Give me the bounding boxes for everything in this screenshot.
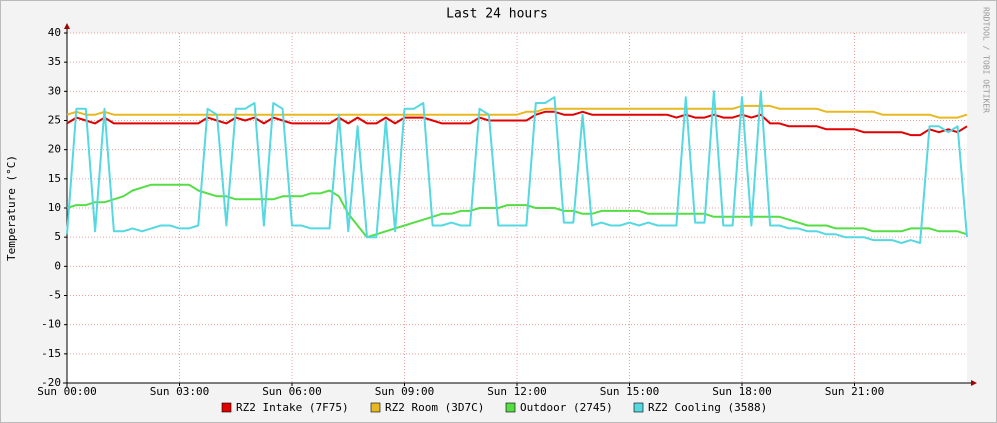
legend-swatch	[370, 402, 381, 413]
axis-arrow	[971, 380, 977, 386]
y-axis-label: Temperature (°C)	[5, 155, 18, 261]
axis-arrow	[64, 23, 70, 29]
y-tick-label: 0	[54, 259, 61, 272]
grid	[63, 23, 977, 387]
x-tick-label: Sun 00:00	[37, 385, 97, 398]
y-tick-label: 15	[48, 172, 61, 185]
x-tick-label: Sun 09:00	[375, 385, 435, 398]
legend-label: RZ2 Intake (7F75)	[236, 401, 349, 414]
series-line	[66, 183, 968, 239]
y-tick-label: -20	[41, 376, 61, 389]
y-tick-label: 40	[48, 26, 61, 39]
y-tick-label: -15	[41, 347, 61, 360]
chart-title: Last 24 hours	[446, 7, 548, 22]
legend: RZ2 Intake (7F75) RZ2 Room (3D7C) Outdoor …	[221, 401, 767, 414]
legend-swatch	[633, 402, 644, 413]
legend-label: RZ2 Room (3D7C)	[385, 401, 484, 414]
legend-label: RZ2 Cooling (3588)	[648, 401, 767, 414]
y-tick-label: 10	[48, 201, 61, 214]
y-tick-label: 30	[48, 84, 61, 97]
series-line	[66, 90, 968, 244]
lines	[66, 90, 968, 244]
x-tick-label: Sun 21:00	[825, 385, 885, 398]
x-tick-label: Sun 15:00	[600, 385, 660, 398]
legend-label: Outdoor (2745)	[520, 401, 613, 414]
watermark: RRDTOOL / TOBI OETIKER	[982, 7, 991, 113]
x-tick-label: Sun 18:00	[712, 385, 772, 398]
y-tick-label: -10	[41, 318, 61, 331]
legend-swatch	[505, 402, 516, 413]
x-tick-label: Sun 12:00	[487, 385, 547, 398]
x-tick-label: Sun 03:00	[150, 385, 210, 398]
y-tick-label: -5	[48, 289, 61, 302]
y-tick-label: 20	[48, 143, 61, 156]
legend-swatch	[221, 402, 232, 413]
y-tick-label: 5	[54, 230, 61, 243]
y-tick-label: 25	[48, 114, 61, 127]
x-tick-label: Sun 06:00	[262, 385, 322, 398]
y-tick-label: 35	[48, 55, 61, 68]
